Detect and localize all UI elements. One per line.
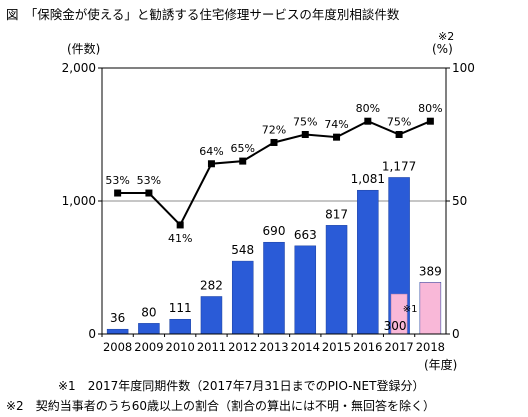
line-marker-2013 <box>270 138 278 146</box>
right-tick-label: 50 <box>452 194 467 208</box>
bar-label-2014: 663 <box>294 228 317 242</box>
line-label-2014: 75% <box>293 116 317 129</box>
x-tick-label-2014: 2014 <box>291 340 320 354</box>
bar-label-2018: 389 <box>419 264 442 278</box>
bar-2016 <box>357 189 379 335</box>
line-label-2018: 80% <box>418 102 442 115</box>
bars <box>106 177 442 335</box>
line-marker-2009 <box>145 189 153 197</box>
x-tick-label-2009: 2009 <box>134 340 163 354</box>
line-marker-2010 <box>176 221 184 229</box>
x-tick-label-2016: 2016 <box>353 340 382 354</box>
labels: 53% 53% 41% 64% 65% 72% 75% 74% 80% 75% 80% 36 80 111… <box>105 102 442 333</box>
left-tick-label: 0 <box>88 327 96 341</box>
line-label-2017: 75% <box>387 116 411 129</box>
line-label-2015: 74% <box>324 118 348 131</box>
bar-label-2010: 111 <box>169 301 192 315</box>
line-label-2010: 41% <box>168 232 192 245</box>
line-label-2009: 53% <box>137 174 161 187</box>
bar-label-2017: 1,177 <box>382 159 416 173</box>
bar-2009 <box>138 323 160 335</box>
figure-title: 図 「保険金が使える」と勧誘する住宅修理サービスの年度別相談件数 <box>6 7 400 22</box>
right-axis-unit: (%) <box>432 42 453 56</box>
footnote-2: ※2 契約当事者のうち60歳以上の割合（割合の算出には不明・無回答を除く） <box>6 399 435 413</box>
x-axis-unit: (年度) <box>424 357 457 372</box>
line-marker-2018 <box>426 117 434 125</box>
line-marker-2015 <box>333 133 341 141</box>
x-tick-label-2012: 2012 <box>228 340 257 354</box>
line-marker-2008 <box>114 189 122 197</box>
line-marker-2017 <box>395 131 403 138</box>
bar-2010 <box>169 318 191 335</box>
x-tick-label-2015: 2015 <box>322 340 351 354</box>
bar-2013 <box>263 241 285 335</box>
x-tick-label-2008: 2008 <box>103 340 132 354</box>
percentage-line <box>114 117 434 229</box>
overlay-bar-label: 300 <box>384 319 407 333</box>
bar-label-2009: 80 <box>141 305 156 319</box>
x-tick-label-2010: 2010 <box>166 340 195 354</box>
line-label-2012: 65% <box>231 142 255 155</box>
bar-2018 <box>419 282 442 335</box>
line-label-2016: 80% <box>356 102 380 115</box>
x-tick-label-2013: 2013 <box>259 340 288 354</box>
right-axis-note-marker: ※2 <box>438 30 454 43</box>
x-tick-label-2011: 2011 <box>197 340 226 354</box>
right-tick-label: 0 <box>452 327 460 341</box>
bar-2011 <box>200 296 223 335</box>
bar-2015 <box>325 225 348 335</box>
right-tick-label: 100 <box>452 61 475 75</box>
bar-2012 <box>231 260 254 335</box>
line-marker-2014 <box>301 131 309 138</box>
bar-2008 <box>106 328 129 335</box>
line-label-2008: 53% <box>105 174 129 187</box>
line-marker-2011 <box>207 160 215 168</box>
bar-label-2011: 282 <box>200 278 223 292</box>
bar-2014 <box>294 245 317 335</box>
bar-label-2015: 817 <box>325 207 348 221</box>
x-tick-label-2017: 2017 <box>384 340 413 354</box>
line-label-2013: 72% <box>262 123 286 136</box>
left-tick-label: 2,000 <box>62 61 96 75</box>
line-label-2011: 64% <box>199 145 223 158</box>
line-marker-2016 <box>364 117 372 125</box>
bar-label-2008: 36 <box>110 311 125 325</box>
left-axis-unit: (件数) <box>67 41 100 56</box>
bar-label-2012: 548 <box>231 243 254 257</box>
bar-label-2016: 1,081 <box>351 172 385 186</box>
bar-label-2013: 690 <box>263 224 286 238</box>
footnote-1: ※1 2017年度同期件数（2017年7月31日までのPIO-NET登録分） <box>58 379 425 393</box>
left-tick-label: 1,000 <box>62 194 96 208</box>
overlay-bar-marker: ※1 <box>403 304 418 315</box>
line-marker-2012 <box>239 157 247 165</box>
x-tick-label-2018: 2018 <box>416 340 445 354</box>
